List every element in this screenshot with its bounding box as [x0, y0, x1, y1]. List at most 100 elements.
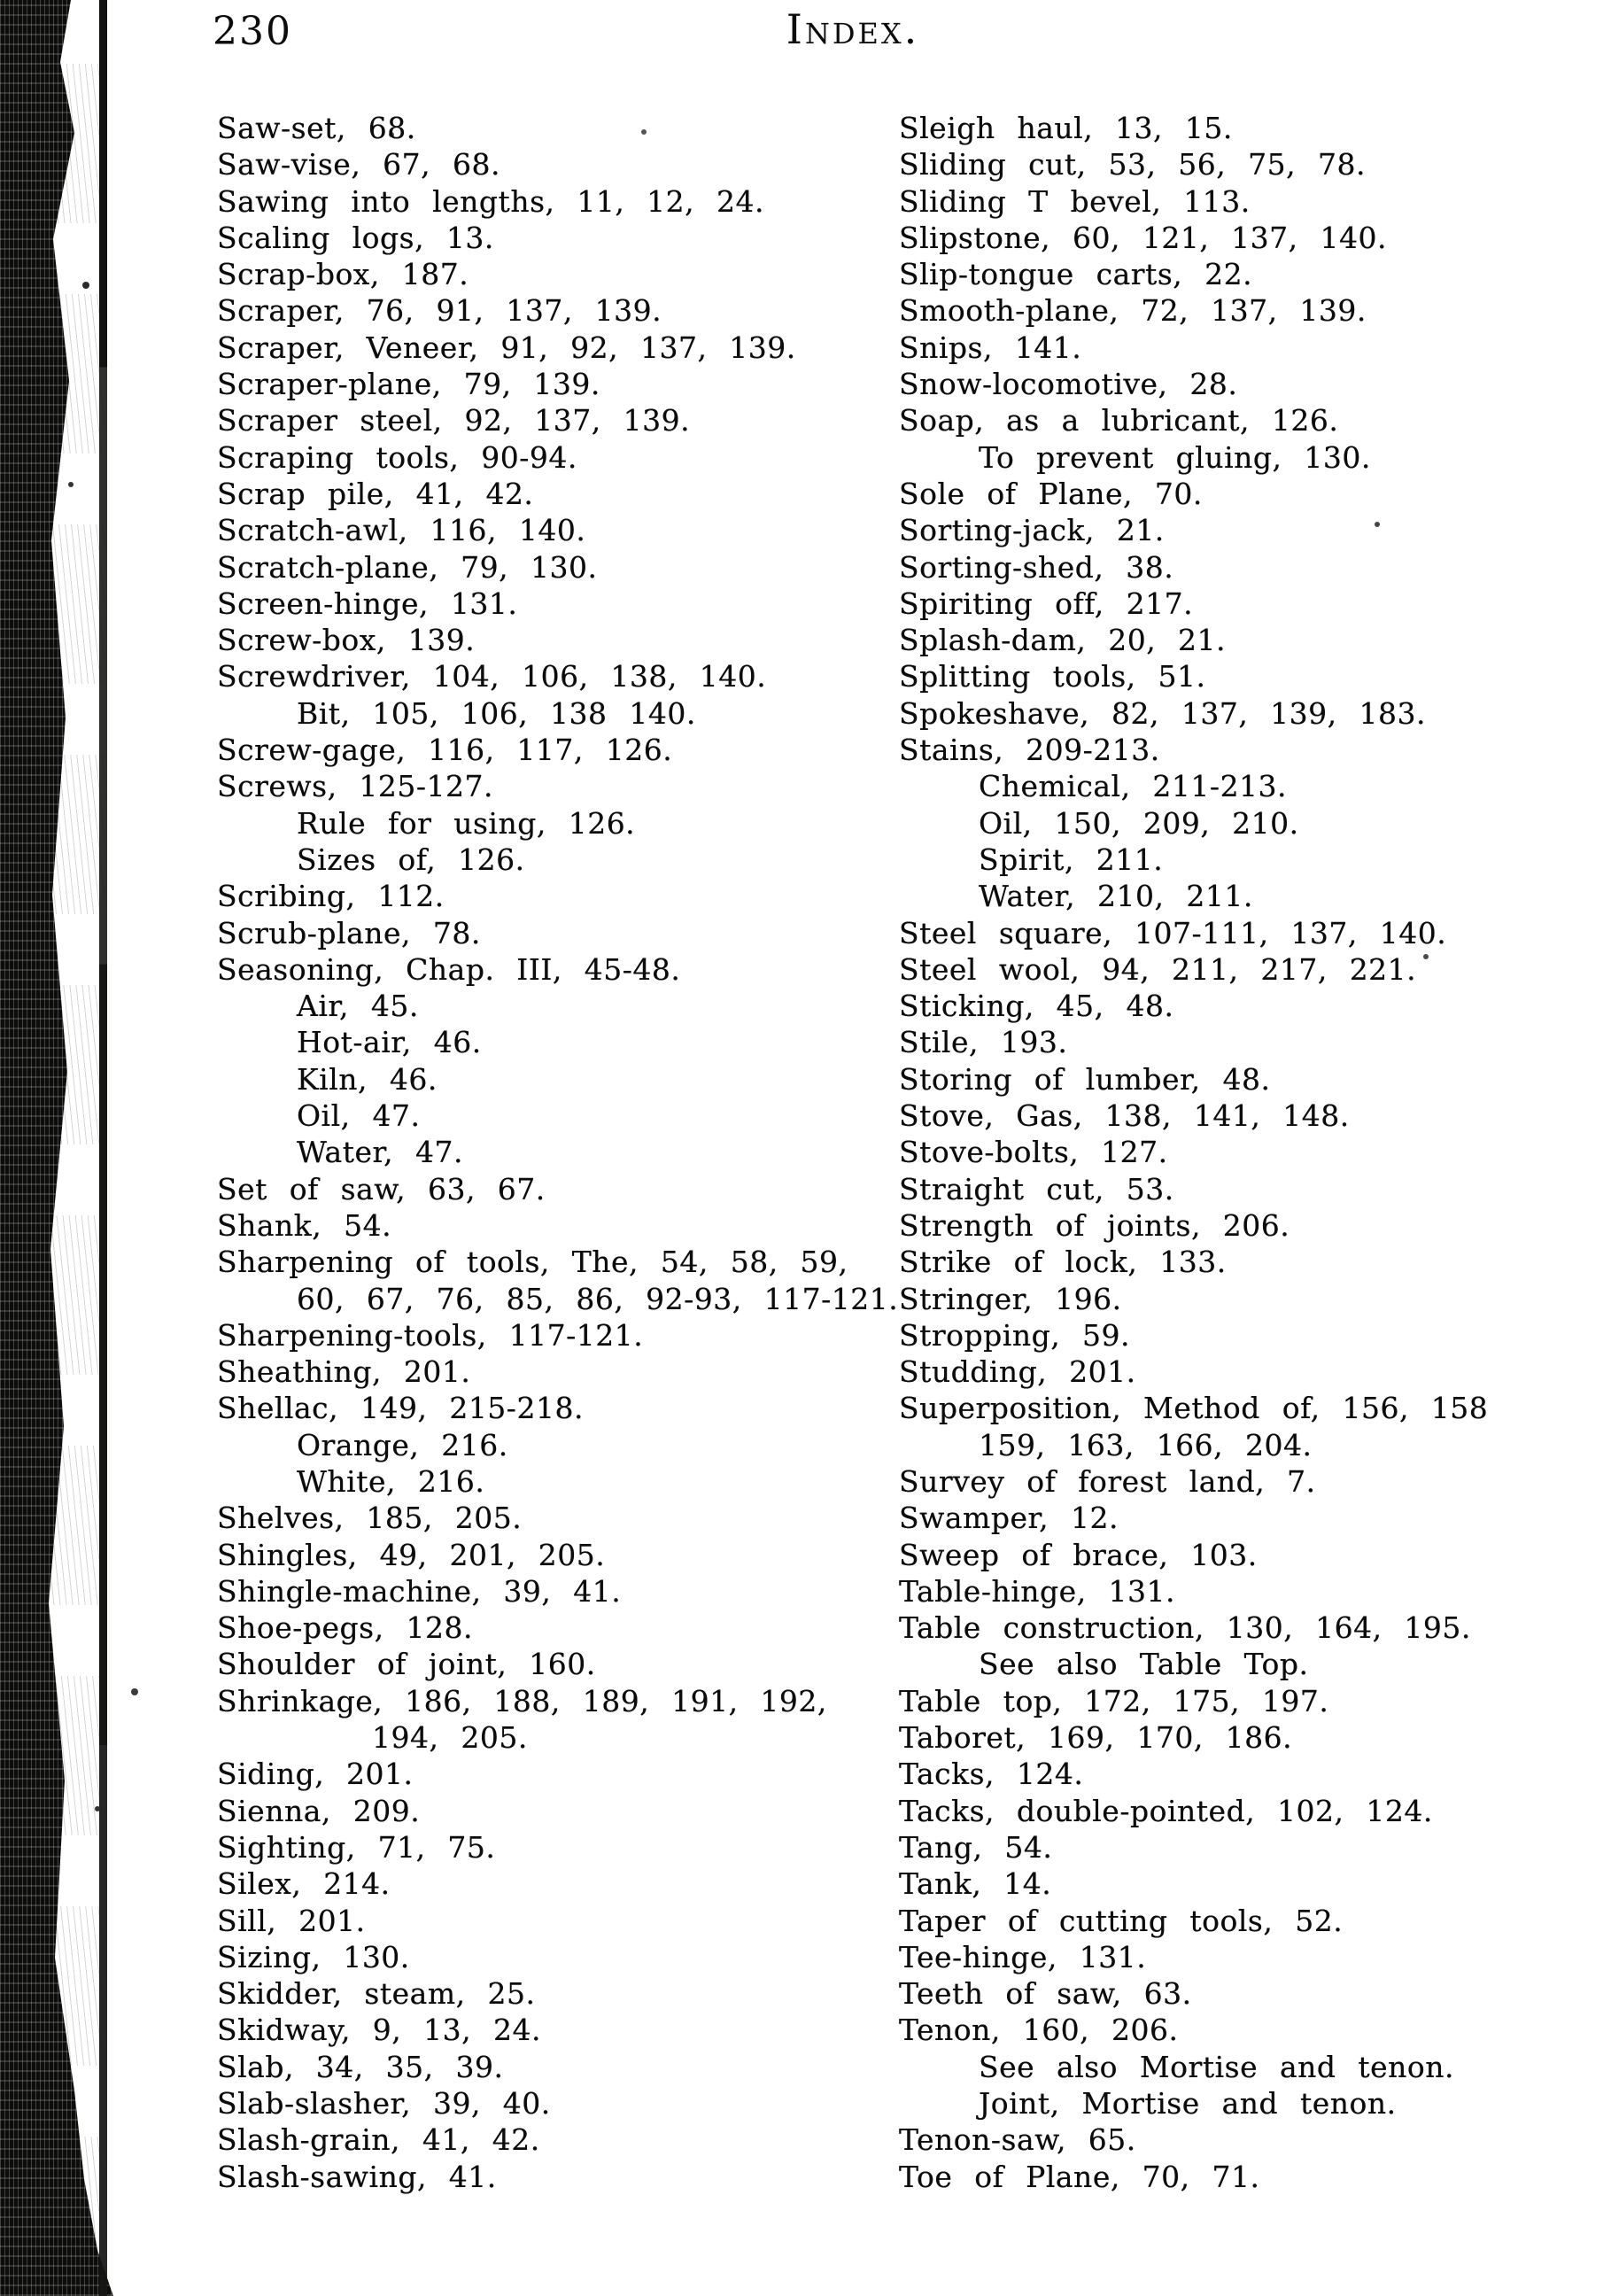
index-entry: Straight cut, 53.	[899, 1171, 1174, 1206]
index-entry: See also Table Top.	[979, 1647, 1309, 1682]
index-entry: Stove-bolts, 127.	[899, 1135, 1168, 1170]
index-entry: Survey of forest land, 7.	[899, 1463, 1316, 1499]
index-entry: Storing of lumber, 48.	[899, 1061, 1271, 1097]
index-entry: Scrap-box, 187.	[217, 257, 469, 292]
index-entry: Steel wool, 94, 211, 217, 221.	[899, 951, 1417, 987]
index-entry: Splitting tools, 51.	[899, 659, 1206, 694]
index-entry: Taper of cutting tools, 52.	[899, 1903, 1344, 1938]
index-entry: Spirit, 211.	[979, 842, 1164, 877]
index-entry: Snips, 141.	[899, 330, 1082, 365]
index-entry: Bit, 105, 106, 138 140.	[297, 695, 696, 731]
index-entry: Saw-vise, 67, 68.	[217, 147, 500, 182]
index-entry: Stove, Gas, 138, 141, 148.	[899, 1098, 1350, 1134]
index-entry: Screen-hinge, 131.	[217, 586, 518, 621]
index-entry: Snow-locomotive, 28.	[899, 367, 1238, 402]
index-entry: Scrub-plane, 78.	[217, 915, 481, 950]
index-entry: Steel square, 107-111, 137, 140.	[899, 915, 1447, 950]
index-entry: 159, 163, 166, 204.	[979, 1427, 1313, 1462]
index-entry: Kiln, 46.	[297, 1061, 438, 1097]
index-entry: To prevent gluing, 130.	[979, 439, 1371, 475]
index-entry: 60, 67, 76, 85, 86, 92-93, 117-121.	[297, 1281, 899, 1316]
index-column-right: Sleigh haul, 13, 15. Sliding cut, 53, 56,…	[899, 110, 1581, 2195]
index-entry: Tacks, double-pointed, 102, 124.	[899, 1793, 1433, 1828]
index-entry: Toe of Plane, 70, 71.	[899, 2159, 1260, 2194]
index-entry: Splash-dam, 20, 21.	[899, 623, 1227, 658]
index-entry: Scraper, 76, 91, 137, 139.	[217, 293, 662, 329]
index-entry: Shank, 54.	[217, 1207, 392, 1243]
index-entry: Screw-box, 139.	[217, 623, 476, 658]
index-entry: Sheathing, 201.	[217, 1354, 471, 1390]
index-entry: Slab, 34, 35, 39.	[217, 2049, 504, 2084]
index-entry: Water, 210, 211.	[979, 879, 1253, 914]
index-entry: Shingles, 49, 201, 205.	[217, 1537, 606, 1572]
index-entry: Soap, as a lubricant, 126.	[899, 403, 1339, 438]
index-entry: Sweep of brace, 103.	[899, 1537, 1258, 1572]
index-entry: Sighting, 71, 75.	[217, 1829, 496, 1865]
index-entry: Shingle-machine, 39, 41.	[217, 1573, 622, 1609]
page-number: 230	[213, 9, 292, 54]
index-entry: Stile, 193.	[899, 1025, 1068, 1060]
index-entry: Sole of Plane, 70.	[899, 476, 1203, 511]
index-entry: Water, 47.	[297, 1135, 463, 1170]
index-entry: Sticking, 45, 48.	[899, 989, 1174, 1024]
index-entry: Scraper, Veneer, 91, 92, 137, 139.	[217, 330, 796, 365]
index-entry: Spiriting off, 217.	[899, 586, 1194, 621]
index-entry: Slipstone, 60, 121, 137, 140.	[899, 220, 1387, 255]
index-entry: Strike of lock, 133.	[899, 1245, 1227, 1280]
index-entry: Shoulder of joint, 160.	[217, 1647, 596, 1682]
index-entry: Scaling logs, 13.	[217, 220, 494, 255]
index-entry: Siding, 201.	[217, 1757, 414, 1792]
index-entry: Tenon, 160, 206.	[899, 2013, 1179, 2048]
index-entry: Screw-gage, 116, 117, 126.	[217, 733, 673, 768]
index-entry: Sliding cut, 53, 56, 75, 78.	[899, 147, 1366, 182]
index-entry: Shrinkage, 186, 188, 189, 191, 192,	[217, 1683, 827, 1718]
index-entry: Sienna, 209.	[217, 1793, 421, 1828]
index-entry: Oil, 47.	[297, 1098, 421, 1134]
index-entry: Sorting-shed, 38.	[899, 549, 1174, 585]
index-entry: Scraper-plane, 79, 139.	[217, 367, 600, 402]
index-entry: Saw-set, 68.	[217, 111, 416, 145]
index-entry: Sizes of, 126.	[297, 842, 525, 877]
index-entry: White, 216.	[297, 1463, 485, 1499]
index-entry: Sharpening-tools, 117-121.	[217, 1317, 644, 1353]
index-entry: Scraping tools, 90-94.	[217, 439, 577, 475]
index-entry: Sill, 201.	[217, 1903, 366, 1938]
page-title: Index.	[786, 5, 920, 53]
index-entry: Tacks, 124.	[899, 1757, 1084, 1792]
index-entry: Screwdriver, 104, 106, 138, 140.	[217, 659, 767, 694]
index-entry: Spokeshave, 82, 137, 139, 183.	[899, 695, 1426, 731]
index-entry: Orange, 216.	[297, 1427, 508, 1462]
index-entry: Slab-slasher, 39, 40.	[217, 2086, 551, 2121]
index-entry: Air, 45.	[297, 989, 419, 1024]
index-entry: Tang, 54.	[899, 1829, 1053, 1865]
index-entry: 194, 205.	[372, 1720, 528, 1756]
binding-edge-speckle	[51, 0, 105, 2296]
index-column-left: Saw-set, 68. Saw-vise, 67, 68. Sawing into…	[217, 110, 899, 2195]
index-entry: Shelves, 185, 205.	[217, 1501, 523, 1536]
scan-speckles	[0, 0, 4, 4]
index-entry: Table construction, 130, 164, 195.	[899, 1610, 1471, 1646]
index-entry: Rule for using, 126.	[297, 805, 636, 841]
index-entry: Studding, 201.	[899, 1354, 1136, 1390]
index-entry: Swamper, 12.	[899, 1501, 1119, 1536]
index-entry: Tee-hinge, 131.	[899, 1939, 1147, 1974]
index-entry: Smooth-plane, 72, 137, 139.	[899, 293, 1367, 329]
index-entry: Superposition, Method of, 156, 158	[899, 1391, 1489, 1426]
index-entry: Tenon-saw, 65.	[899, 2122, 1136, 2158]
index-entry: Sawing into lengths, 11, 12, 24.	[217, 183, 764, 219]
index-entry: Slash-sawing, 41.	[217, 2159, 497, 2194]
index-entry: Scrap pile, 41, 42.	[217, 476, 534, 511]
index-entry: Screws, 125-127.	[217, 769, 494, 804]
index-entry: Tank, 14.	[899, 1866, 1052, 1902]
index-entry: Scraper steel, 92, 137, 139.	[217, 403, 691, 438]
index-entry: Shoe-pegs, 128.	[217, 1610, 473, 1646]
index-entry: Stropping, 59.	[899, 1317, 1131, 1353]
index-entry: See also Mortise and tenon.	[979, 2049, 1455, 2084]
index-entry: Slip-tongue carts, 22.	[899, 257, 1253, 292]
index-entry: Set of saw, 63, 67.	[217, 1171, 546, 1206]
index-entry: Sorting-jack, 21.	[899, 513, 1165, 548]
index-entry: Silex, 214.	[217, 1866, 391, 1902]
index-entry: Scribing, 112.	[217, 879, 445, 914]
index-entry: Scratch-awl, 116, 140.	[217, 513, 586, 548]
